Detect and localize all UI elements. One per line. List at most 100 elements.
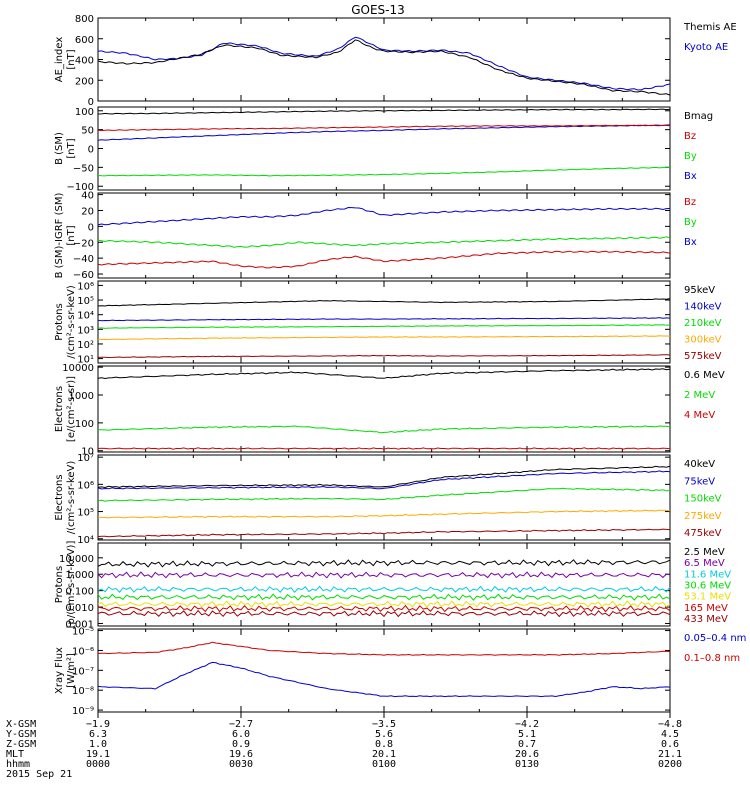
y-tick-label: 10⁻⁹ <box>72 706 94 717</box>
series-line-Bmag <box>97 108 671 115</box>
series-line-Kyoto-AE <box>97 36 671 91</box>
footer-value: 0100 <box>372 759 396 770</box>
panel-frame <box>97 628 671 713</box>
footer-value: 0000 <box>86 759 110 770</box>
y-tick-label: 0.100 <box>65 587 94 598</box>
y-tick-label: 0.001 <box>65 619 94 630</box>
footer-value: −3.5 <box>372 719 396 730</box>
y-tick-label: 0 <box>88 145 94 156</box>
series-line-0-1-0-8-nm <box>97 641 671 656</box>
y-tick-label: −20 <box>73 238 94 249</box>
series-line-165-MeV <box>97 604 671 613</box>
y-axis-label: Electrons <box>54 474 65 520</box>
y-tick-label: 10⁻⁷ <box>72 666 94 677</box>
series-line-Bx <box>97 206 671 226</box>
series-line-Bz <box>97 124 671 132</box>
y-axis-label: /(cm²-s-sr-keV) <box>66 285 77 359</box>
y-tick-label: 10.000 <box>59 554 94 565</box>
series-line-4-MeV <box>97 447 671 450</box>
y-tick-label: −40 <box>73 254 94 265</box>
y-axis-label: [nT] <box>66 49 77 69</box>
panel-5: 10⁷ 10⁶ 10⁵ 10⁴ Electrons/(cm²-s-sr-keV) 40ke… <box>54 453 722 546</box>
legend-entry: 95keV <box>684 285 715 296</box>
footer-row-label: Y-GSM <box>6 729 36 740</box>
legend-entry: 150keV <box>684 494 722 505</box>
series-line-2-MeV <box>97 425 671 434</box>
footer-row-label: MLT <box>6 749 24 760</box>
series-line-210keV <box>97 324 671 329</box>
legend-entry: 30.6 MeV <box>684 581 731 592</box>
y-tick-label: 20 <box>81 206 94 217</box>
footer-row-label: 2015 Sep 21 <box>6 769 72 780</box>
y-axis-label: B (SM) <box>54 132 65 165</box>
legend-entry: 575keV <box>684 351 722 362</box>
y-axis-label: [e/(cm²-s-sr)] <box>66 376 77 442</box>
series-line-0-05-0-4-nm <box>97 661 671 698</box>
series-line-By <box>97 166 671 177</box>
footer-value: −4.8 <box>658 719 682 730</box>
legend-entry: 433 MeV <box>684 614 728 625</box>
footer-value: 5.1 <box>518 729 536 740</box>
y-tick-label: 1000 <box>69 391 94 402</box>
panel-2: 40 20 0 −20 −40 −60 B (SM)-IGRF (SM) [nT] Bz By Bx <box>54 191 697 281</box>
series-line-Themis-AE <box>97 39 671 96</box>
legend-entry: 300keV <box>684 335 722 346</box>
footer-value: 19.1 <box>86 749 110 760</box>
legend-entry: Bx <box>684 237 697 248</box>
legend-entry: 6.5 MeV <box>684 558 725 569</box>
footer-value: 6.0 <box>232 729 250 740</box>
legend-entry: 2.5 MeV <box>684 547 725 558</box>
series-line-40keV <box>97 465 671 489</box>
y-tick-label: 10⁴ <box>77 311 94 322</box>
y-tick-label: 10⁴ <box>77 535 94 546</box>
legend-entry: Themis AE <box>683 22 737 33</box>
series-line-By <box>97 236 671 248</box>
footer-value: 6.3 <box>89 729 107 740</box>
series-line-433-MeV <box>97 609 671 618</box>
legend-entry: 165 MeV <box>684 603 728 614</box>
legend-entry: Bz <box>684 197 696 208</box>
series-line-275keV <box>97 509 671 519</box>
y-axis-label: [nT] <box>66 138 77 158</box>
panel-frame <box>97 454 671 541</box>
y-tick-label: 1.000 <box>65 570 94 581</box>
y-axis-label: Xray Flux <box>54 647 65 694</box>
series-line-Bz <box>97 250 671 269</box>
series-line-53-1-MeV <box>97 600 671 608</box>
y-axis-label: Protons <box>54 566 65 603</box>
footer-row-label: Z-GSM <box>6 739 36 750</box>
legend-entry: Bx <box>684 171 697 182</box>
footer-value: −1.9 <box>86 719 110 730</box>
y-tick-label: −60 <box>73 270 94 281</box>
series-line-30-6-MeV <box>97 593 671 601</box>
panel-0: 800 600 400 200 0 AE_index [nT] Themis AE Kyoto … <box>54 14 737 108</box>
footer-value: 0200 <box>658 759 682 770</box>
legend-entry: 0.1–0.8 nm <box>684 653 740 664</box>
legend-entry: 210keV <box>684 318 722 329</box>
series-line-575keV <box>97 354 671 359</box>
panel-frame <box>97 542 671 627</box>
y-tick-label: 10000 <box>62 363 94 374</box>
y-axis-label: AE_index <box>54 37 65 83</box>
chart-title: GOES-13 <box>351 3 405 17</box>
legend-entry: Bmag <box>684 111 713 122</box>
footer-value: 19.6 <box>229 749 253 760</box>
legend-entry: By <box>684 217 697 228</box>
y-axis-label: Electrons <box>54 386 65 432</box>
y-tick-label: 10⁻⁵ <box>72 627 94 638</box>
y-tick-label: 800 <box>75 14 94 25</box>
y-axis-label: [p/(cm²-s-sr-keV)] <box>66 541 77 629</box>
series-line-75keV <box>97 470 671 490</box>
y-tick-label: 10⁻⁶ <box>72 646 94 657</box>
footer-value: 1.0 <box>89 739 107 750</box>
series-line-11-6-MeV <box>97 585 671 593</box>
y-axis-label: /(cm²-s-sr-keV) <box>66 461 77 535</box>
y-tick-label: 10² <box>77 340 94 351</box>
legend-entry: 53.1 MeV <box>684 592 731 603</box>
panel-frame <box>97 280 671 364</box>
y-tick-label: 10⁷ <box>77 453 94 464</box>
y-axis-label: Protons <box>54 303 65 340</box>
footer-value: 21.1 <box>658 749 682 760</box>
legend-entry: Bz <box>684 131 696 142</box>
